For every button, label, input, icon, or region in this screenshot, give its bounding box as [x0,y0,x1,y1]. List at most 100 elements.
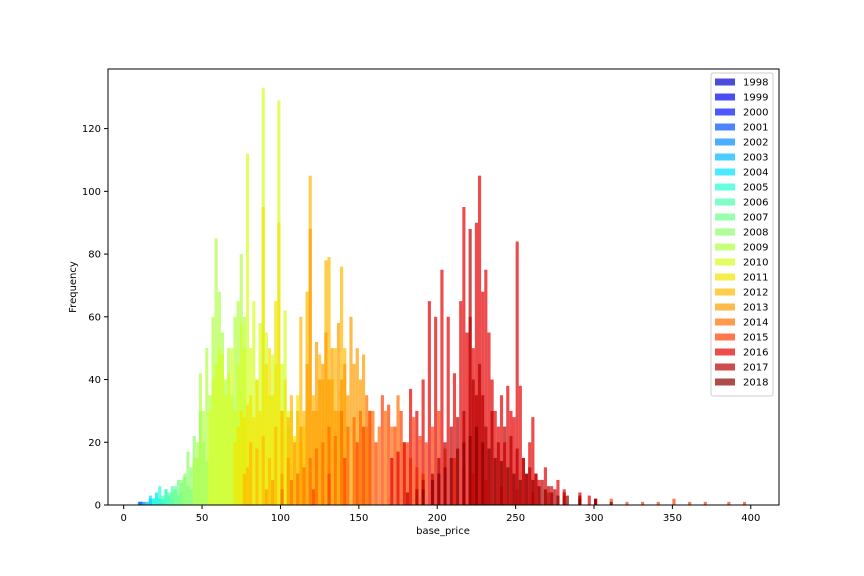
legend: 1998 1999 2000 2001 2002 2003 2004 2005 2006 2007… [710,72,774,397]
histogram-bar [506,467,510,505]
histogram-bar [173,486,177,505]
histogram-bar [289,395,293,505]
histogram-bar [468,435,472,505]
histogram-bar [521,457,526,505]
histogram-bar [293,442,297,505]
histogram-bar [459,301,463,505]
legend-label: 2017 [743,363,768,374]
histogram-bar [493,457,497,505]
histogram-bar [565,495,569,505]
histogram-bar [418,435,422,505]
y-tick-label: 20 [88,438,101,449]
legend-swatch [715,258,735,266]
histogram-bar [239,410,243,505]
histogram-bar [355,442,359,505]
histogram-bar [534,473,538,505]
histogram-bar [374,442,378,505]
histogram-bar [343,363,347,505]
legend-item: 2018 [715,378,768,389]
histogram-bar [371,410,375,505]
x-tick-label: 300 [584,513,603,524]
histogram-bar [271,395,275,505]
legend-item: 2006 [715,198,768,209]
histogram-bar [340,410,344,505]
legend-item: 1999 [715,93,768,104]
histogram-bar [477,363,482,505]
histogram-bar [252,301,256,505]
histogram-bar [314,448,319,505]
histogram-bar [430,426,435,505]
histogram-bar [405,442,410,505]
histogram-bar [512,473,516,505]
legend-swatch [715,333,735,341]
histogram-bar [327,426,331,505]
histogram-bar [515,241,519,505]
legend-item: 2008 [715,228,768,239]
legend-label: 2001 [743,123,768,134]
histogram-bar [415,410,419,505]
histogram-bar [578,498,582,505]
histogram-bar [434,316,438,505]
histogram-bar [518,385,522,505]
histogram-bar [499,395,504,505]
histogram-bar [142,501,146,505]
x-tick-label: 150 [349,513,368,524]
histogram-bar [550,492,554,505]
histogram-bar [192,457,196,505]
histogram-bar [195,442,199,505]
histogram-bar [255,379,259,505]
y-tick-label: 100 [82,187,101,198]
histogram-bar [546,486,551,505]
histogram-bar [302,467,306,505]
histogram-bar [358,410,362,505]
histogram-bar [427,301,431,505]
histogram-bar [490,410,494,505]
histogram-bar [277,222,281,505]
histogram-bar [393,426,397,505]
x-axis-label: base_price [416,526,470,537]
legend-label: 2013 [743,303,768,314]
histogram-bar [245,467,250,505]
histogram-bar [252,417,256,505]
histogram-bar [230,348,234,505]
x-tick-label: 50 [196,513,209,524]
histogram-bar [167,492,171,505]
legend-item: 2000 [715,108,768,119]
histogram-bar [267,348,272,505]
histogram-bar [421,489,425,505]
histogram-bar [387,404,391,505]
series-2018 [421,426,613,505]
histogram-bar [205,348,209,505]
legend-swatch [715,153,735,161]
histogram-bar [440,269,444,505]
histogram-bar [242,417,246,505]
histogram-bar [556,479,560,505]
histogram-bar [531,479,535,505]
histogram-bar [296,473,300,505]
histogram-bar [180,479,184,505]
x-tick-label: 250 [506,513,525,524]
histogram-bar [202,410,206,505]
legend-swatch [715,243,735,251]
legend-label: 2002 [743,138,768,149]
histogram-bar [515,448,519,505]
histogram-bar [261,207,265,505]
histogram-bar [525,473,529,505]
histogram-bar [217,348,221,505]
legend-label: 2016 [743,348,768,359]
histogram-bar [227,373,231,505]
histogram-bar [484,269,488,505]
histogram-bar [158,486,162,505]
histogram-bar [139,501,143,505]
histogram-bar [336,323,341,505]
histogram-bar [186,451,190,505]
histogram-bar [390,457,394,505]
legend-label: 1998 [743,78,768,89]
histogram-bar [236,426,240,505]
histogram-bar [249,442,253,505]
histogram-bar [430,479,435,505]
legend-item: 2007 [715,213,768,224]
histogram-bar [531,417,535,505]
histogram-bar [361,426,366,505]
histogram-bar [148,495,152,505]
